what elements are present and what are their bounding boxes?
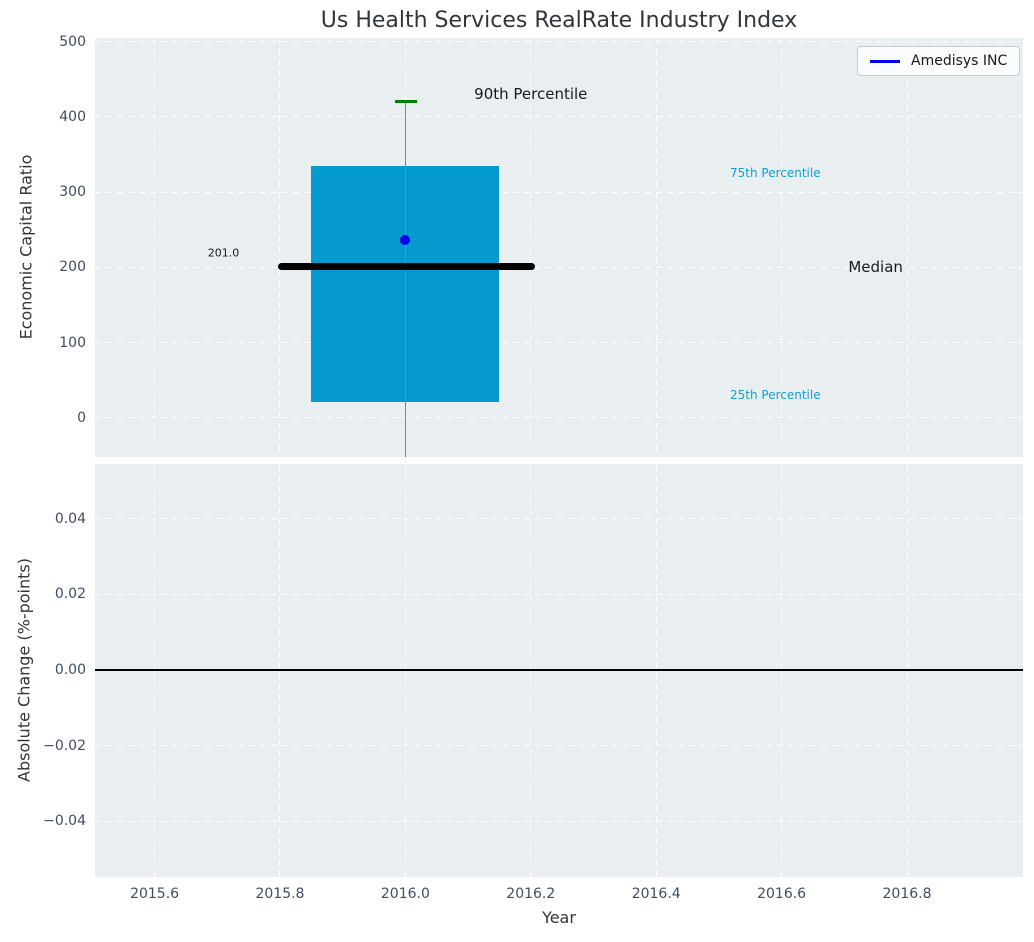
y-tick-label: 400 — [59, 108, 86, 125]
gridline-horizontal — [95, 191, 1023, 193]
gridline-horizontal — [95, 417, 1023, 419]
gridline-horizontal — [95, 593, 1023, 595]
gridline-vertical — [781, 38, 783, 457]
x-tick-label: 2016.0 — [380, 886, 430, 902]
x-tick-label: 2015.8 — [255, 886, 305, 902]
gridline-horizontal — [95, 518, 1023, 519]
whisker-line — [404, 101, 407, 457]
legend-line-swatch-icon — [870, 59, 900, 63]
y-tick-label: 500 — [59, 33, 86, 50]
y-tick-label: 200 — [59, 259, 86, 276]
gridline-vertical — [279, 38, 281, 457]
x-tick-label: 2016.2 — [506, 886, 556, 902]
gridline-horizontal — [95, 116, 1023, 118]
y-axis-label-bottom: Absolute Change (%-points) — [14, 558, 34, 782]
p90-label: 90th Percentile — [474, 85, 588, 104]
y-tick-label: 0.04 — [54, 510, 86, 527]
median-line — [278, 263, 536, 271]
x-tick-label: 2015.6 — [130, 886, 180, 902]
p90-cap — [394, 100, 417, 104]
gridline-vertical — [154, 38, 156, 457]
y-tick-label: 0.00 — [54, 661, 86, 678]
gridline-horizontal — [95, 41, 1023, 43]
legend-label: Amedisys INC — [911, 53, 1008, 69]
y-tick-label: 100 — [59, 334, 86, 351]
legend: Amedisys INC — [857, 46, 1021, 76]
p75-label: 75th Percentile — [730, 166, 821, 181]
chart-title: Us Health Services RealRate Industry Ind… — [320, 8, 798, 33]
x-tick-label: 2016.8 — [882, 886, 932, 902]
gridline-vertical — [906, 38, 908, 457]
top-axes — [95, 38, 1023, 457]
y-tick-label: 0 — [77, 409, 86, 426]
zero-line — [95, 668, 1023, 671]
gridline-horizontal — [95, 820, 1023, 822]
x-axis-label: Year — [542, 908, 576, 927]
gridline-horizontal — [95, 266, 1023, 268]
x-tick-label: 2016.6 — [757, 886, 807, 902]
gridline-horizontal — [95, 745, 1023, 747]
median-label: Median — [848, 257, 903, 276]
y-tick-label: 0.02 — [54, 586, 86, 603]
gridline-vertical — [530, 38, 532, 457]
y-tick-label: −0.02 — [43, 737, 86, 754]
company-dot — [400, 234, 411, 245]
y-axis-label-top: Economic Capital Ratio — [16, 154, 36, 340]
bottom-axes — [95, 464, 1023, 877]
x-tick-label: 2016.4 — [631, 886, 681, 902]
median-value: 201.0 — [207, 246, 240, 260]
gridline-vertical — [655, 38, 657, 457]
y-tick-label: −0.04 — [43, 813, 86, 830]
p25-label: 25th Percentile — [730, 387, 821, 402]
y-tick-label: 300 — [59, 184, 86, 201]
gridline-horizontal — [95, 342, 1023, 344]
